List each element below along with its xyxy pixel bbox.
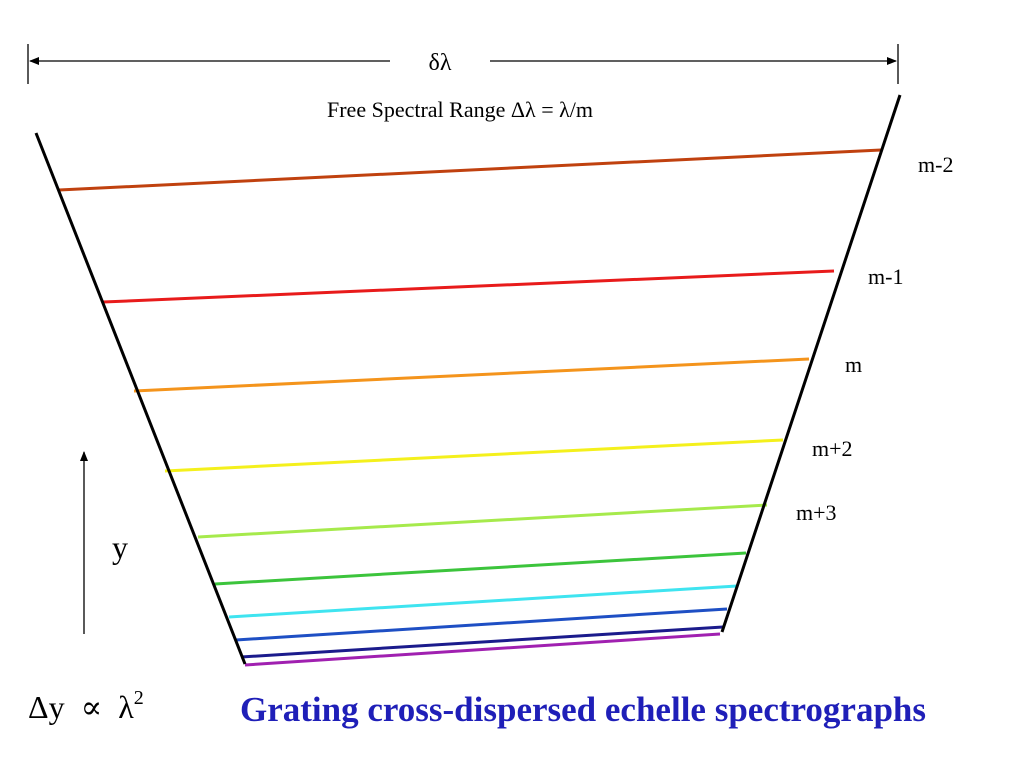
delta-lambda-label: δλ: [429, 50, 452, 76]
y-axis-label: y: [112, 529, 128, 565]
order-line-8: [235, 607, 728, 642]
formula-rhs-base: λ: [118, 689, 134, 725]
free-spectral-range-label: Free Spectral Range Δλ = λ/m: [327, 97, 593, 122]
formula-relation: ∝: [80, 689, 103, 725]
order-line-6: [214, 551, 747, 586]
order-line-1: [58, 148, 882, 192]
order-line-10: [244, 632, 721, 667]
order-line-5: [197, 503, 768, 539]
page-title: Grating cross-dispersed echelle spectrog…: [240, 690, 927, 729]
order-line-4: [164, 438, 784, 473]
order-line-2: [102, 269, 835, 304]
order-label-2: m-1: [868, 264, 903, 289]
y-axis: y: [80, 451, 128, 634]
delta-lambda-dimension: δλ: [27, 44, 899, 84]
order-label-3: m: [845, 352, 862, 377]
dispersion-formula: Δy ∝ λ2: [28, 687, 144, 726]
order-line-3: [133, 357, 810, 393]
formula-lhs: Δy: [28, 689, 65, 725]
right-boundary-line: [720, 94, 902, 633]
order-label-4: m+2: [812, 436, 853, 461]
order-label-1: m-2: [918, 152, 953, 177]
echelle-orders: m-2 m-1 m m+2 m+3: [58, 148, 953, 667]
order-line-9: [240, 625, 724, 659]
order-line-7: [228, 584, 738, 619]
order-label-5: m+3: [796, 500, 837, 525]
left-boundary-line: [34, 132, 247, 665]
formula-rhs-exp: 2: [133, 687, 144, 710]
